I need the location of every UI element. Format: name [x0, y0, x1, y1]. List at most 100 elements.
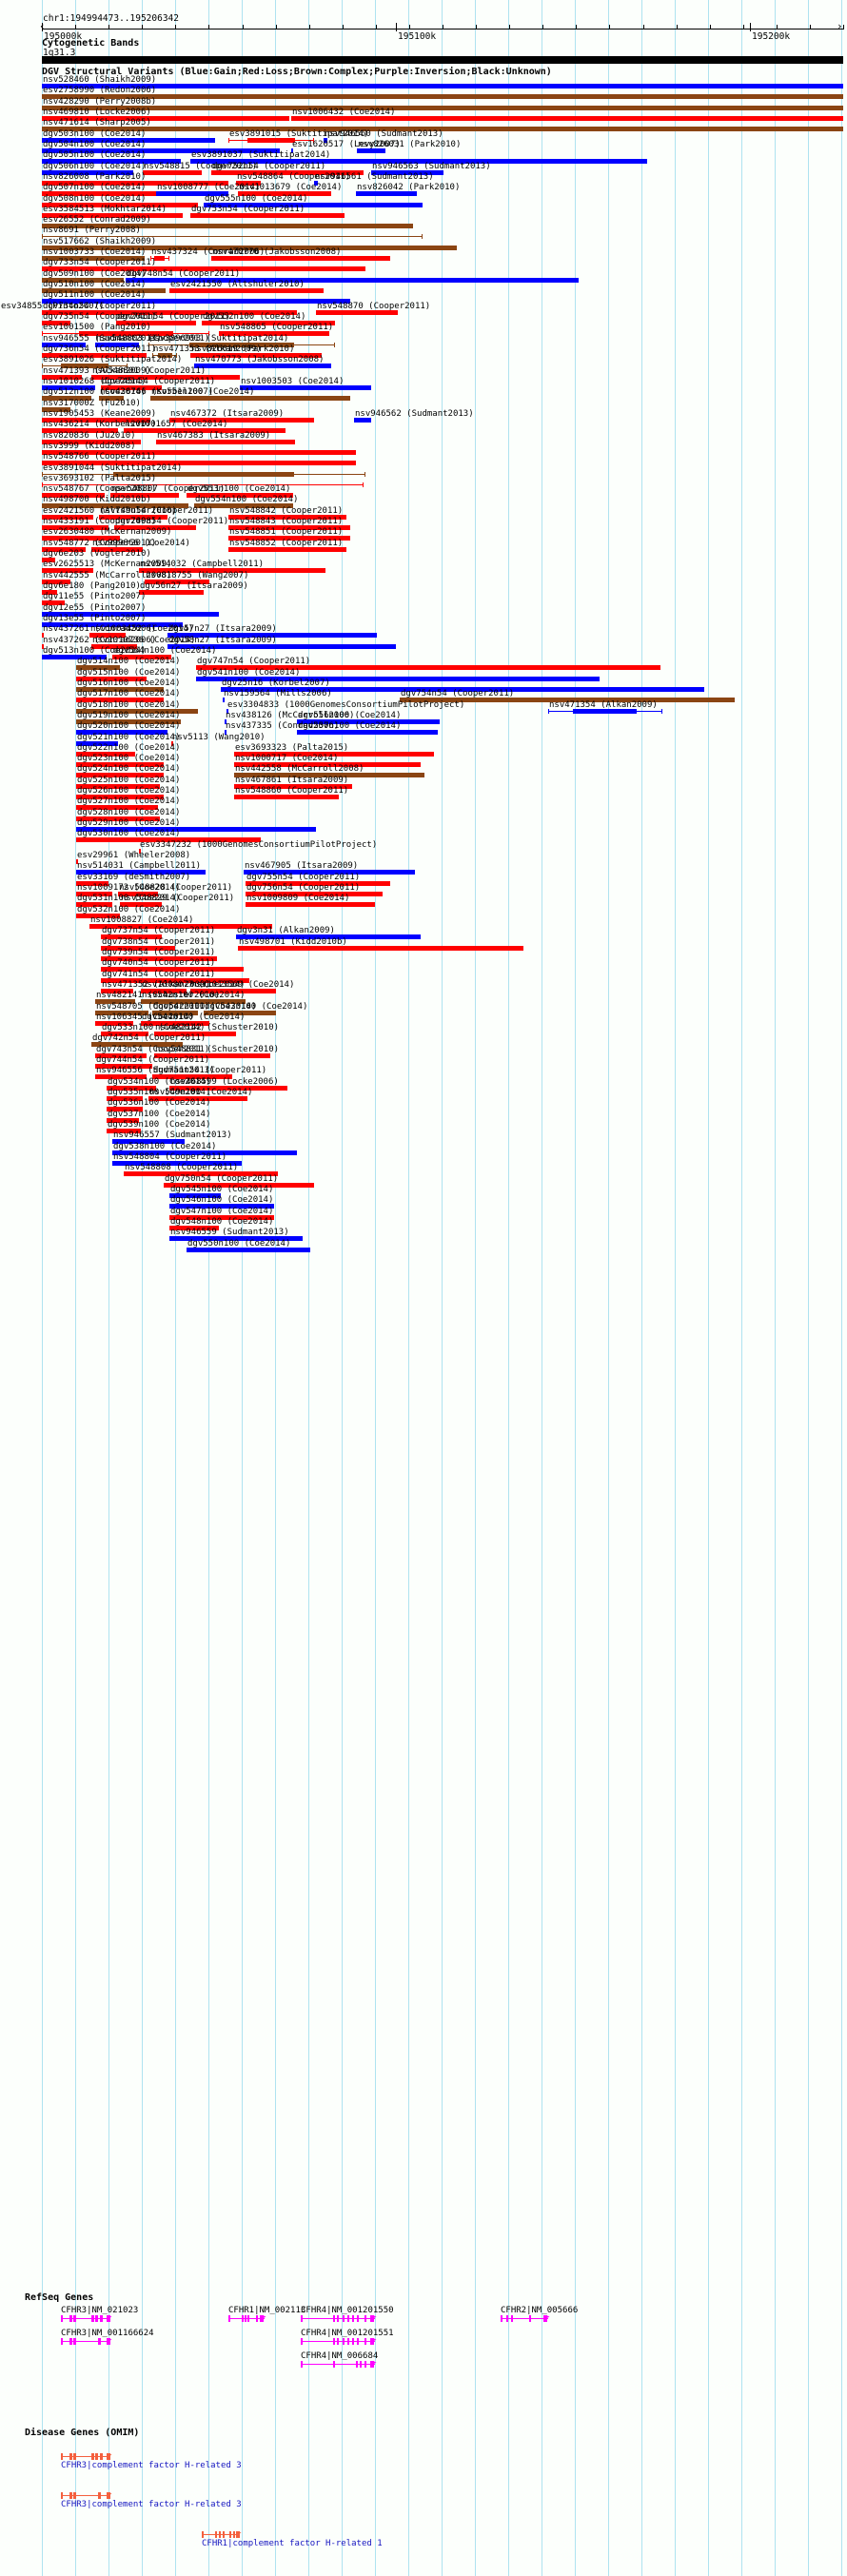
dgv-variant-bar[interactable] [42, 236, 423, 238]
dgv-variant-label[interactable]: dgv511n100 (Coe2014) [43, 290, 147, 301]
dgv-variant-bar[interactable] [99, 514, 167, 520]
dgv-variant-bar[interactable] [42, 633, 44, 639]
dgv-variant-bar[interactable] [42, 105, 843, 110]
dgv-variant-label[interactable]: nsv548803 (Cooper2011) [96, 333, 210, 344]
gene-exon[interactable] [364, 2315, 366, 2322]
dgv-variant-bar[interactable] [76, 902, 112, 908]
gene-exon[interactable] [61, 2492, 63, 2499]
dgv-variant-bar[interactable] [42, 536, 120, 541]
dgv-variant-label[interactable]: dgv517n100 (Coe2014) [77, 689, 181, 699]
dgv-variant-bar[interactable] [42, 266, 365, 272]
dgv-variant-label[interactable]: nsv8691 (Perry2008) [43, 226, 141, 236]
dgv-variant-bar[interactable] [101, 945, 175, 951]
dgv-variant-bar[interactable] [202, 321, 335, 326]
dgv-variant-label[interactable]: dgv6e203 (Vogler2010) [43, 549, 151, 560]
dgv-variant-label[interactable]: nsv1013679 (Coe2014) [239, 183, 343, 193]
dgv-variant-bar[interactable] [400, 698, 735, 703]
dgv-variant-bar[interactable] [246, 902, 375, 908]
dgv-variant-label[interactable]: esv1001500 (Pang2010) [43, 323, 151, 333]
dgv-variant-label[interactable]: nsv1010268 (Coe2014) [43, 376, 147, 386]
dgv-variant-label[interactable]: nsv467372 (Itsara2009) [170, 408, 285, 419]
dgv-variant-label[interactable]: dgv514n100 (Coe2014) [77, 657, 181, 667]
dgv-variant-bar[interactable] [211, 256, 390, 262]
dgv-variant-label[interactable]: dgv556n100 (Coe2014) [298, 710, 402, 720]
dgv-variant-bar[interactable] [42, 546, 86, 552]
dgv-variant-label[interactable]: nsv437262 (Conrad2006) [43, 635, 157, 645]
gene-exon[interactable] [61, 2453, 63, 2460]
dgv-variant-label[interactable]: nsv548842 (Cooper2011) [229, 505, 344, 516]
gene-exon[interactable] [233, 2531, 235, 2538]
dgv-variant-bar[interactable] [219, 331, 329, 337]
dgv-variant-label[interactable]: dgv505n100 (Coe2014) [43, 150, 147, 161]
dgv-variant-bar[interactable] [154, 1052, 270, 1058]
dgv-variant-label[interactable]: nsv548831 (Schuster2010) [155, 1044, 280, 1054]
dgv-variant-label[interactable]: nsv820836 (Ju2010) [43, 430, 136, 441]
dgv-variant-label[interactable]: nsv467383 (Itsara2009) [157, 430, 271, 441]
dgv-variant-label[interactable]: dgv519n100 (Coe2014) [77, 710, 181, 720]
dgv-variant-bar[interactable] [76, 859, 78, 865]
dgv-variant-label[interactable]: nsv548801 (Cooper2011) [92, 365, 207, 376]
gene-exon[interactable] [223, 2531, 225, 2538]
dgv-variant-bar[interactable] [112, 1161, 242, 1166]
dgv-variant-bar[interactable] [190, 353, 322, 358]
dgv-variant-label[interactable]: nsv469810 (Locke2006) [43, 107, 151, 117]
dgv-variant-bar[interactable] [42, 622, 183, 627]
dgv-variant-bar[interactable] [42, 643, 44, 649]
dgv-variant-bar[interactable] [246, 880, 390, 886]
dgv-variant-bar[interactable] [95, 1074, 147, 1080]
dgv-variant-bar[interactable] [107, 1096, 143, 1102]
dgv-variant-bar[interactable] [42, 191, 156, 197]
gene-exon[interactable] [343, 2338, 345, 2345]
gene-exon[interactable] [73, 2338, 76, 2345]
dgv-variant-bar[interactable] [234, 762, 421, 768]
dgv-variant-bar[interactable] [76, 892, 112, 896]
dgv-variant-label[interactable]: dgv749n54 (Cooper2011) [115, 517, 229, 527]
dgv-variant-bar[interactable] [228, 546, 346, 552]
dgv-variant-bar[interactable] [143, 169, 202, 175]
gene-exon[interactable] [69, 2338, 72, 2345]
dgv-variant-bar[interactable] [152, 1074, 232, 1080]
dgv-variant-bar[interactable] [145, 579, 209, 584]
dgv-variant-label[interactable]: esv3891044 (Suktitipat2014) [43, 462, 183, 473]
dgv-variant-label[interactable]: dgv506n100 (Coe2014) [43, 161, 147, 171]
dgv-variant-bar[interactable] [42, 321, 70, 326]
dgv-variant-label[interactable]: nsv548828 (Cooper2011) [119, 883, 233, 893]
dgv-variant-label[interactable]: nsv159564 (Mills2006) [224, 689, 332, 699]
dgv-variant-label[interactable]: nsv548851 (Cooper2011) [229, 527, 344, 538]
dgv-variant-bar[interactable] [76, 718, 181, 724]
gene-exon[interactable] [95, 2315, 98, 2322]
dgv-variant-label[interactable]: nsv1003503 (Coe2014) [241, 376, 345, 386]
dgv-variant-label[interactable]: nsv1010736 (Coe2014) [92, 635, 196, 645]
dgv-variant-bar[interactable] [371, 169, 443, 175]
dgv-variant-label[interactable]: dgv741n54 (Cooper2011) [102, 969, 216, 979]
gene-exon[interactable] [73, 2492, 76, 2499]
dgv-variant-bar[interactable] [169, 1085, 287, 1091]
dgv-variant-bar[interactable] [234, 773, 424, 778]
dgv-variant-bar[interactable] [204, 1010, 276, 1015]
dgv-variant-bar[interactable] [194, 364, 331, 369]
gene-exon-terminal[interactable] [370, 2315, 374, 2322]
dgv-variant-label[interactable]: dgv56n27 (Itsara2009) [140, 581, 248, 592]
dgv-variant-bar[interactable] [110, 493, 179, 499]
dgv-variant-bar[interactable] [148, 1096, 247, 1102]
dgv-variant-bar[interactable] [99, 396, 124, 402]
dgv-variant-label[interactable]: nsv436766 (Korbel2007) [100, 387, 214, 398]
dgv-variant-label[interactable]: nsv548766 (Cooper2011) [43, 452, 157, 462]
dgv-variant-bar[interactable] [76, 913, 120, 918]
dgv-variant-label[interactable]: nsv514032 (Campbell2011) [140, 560, 265, 570]
gene-exon[interactable] [98, 2492, 101, 2499]
dgv-variant-label[interactable]: dgv555n100 (Coe2014) [205, 193, 308, 204]
dgv-variant-bar[interactable] [112, 1150, 297, 1155]
gene-label[interactable]: CFHR1|complement factor H-related 1 [202, 2539, 383, 2548]
gene-exon[interactable] [301, 2361, 303, 2368]
gene-exon-terminal[interactable] [236, 2531, 240, 2538]
dgv-variant-label[interactable]: nsv1006432 (Coe2014) [292, 107, 396, 117]
dgv-variant-label[interactable]: esv2758990 (Redon2006) [43, 86, 157, 96]
dgv-variant-label[interactable]: dgv747n54 (Cooper2011) [197, 657, 311, 667]
dgv-variant-bar[interactable] [76, 870, 206, 875]
dgv-variant-bar[interactable] [223, 698, 225, 703]
dgv-variant-bar[interactable] [164, 1182, 314, 1188]
dgv-variant-label[interactable]: esv3347232 (1000GenomesConsortiumPilotPr… [140, 839, 378, 850]
dgv-variant-bar[interactable] [42, 449, 356, 455]
dgv-variant-bar[interactable] [42, 428, 118, 434]
